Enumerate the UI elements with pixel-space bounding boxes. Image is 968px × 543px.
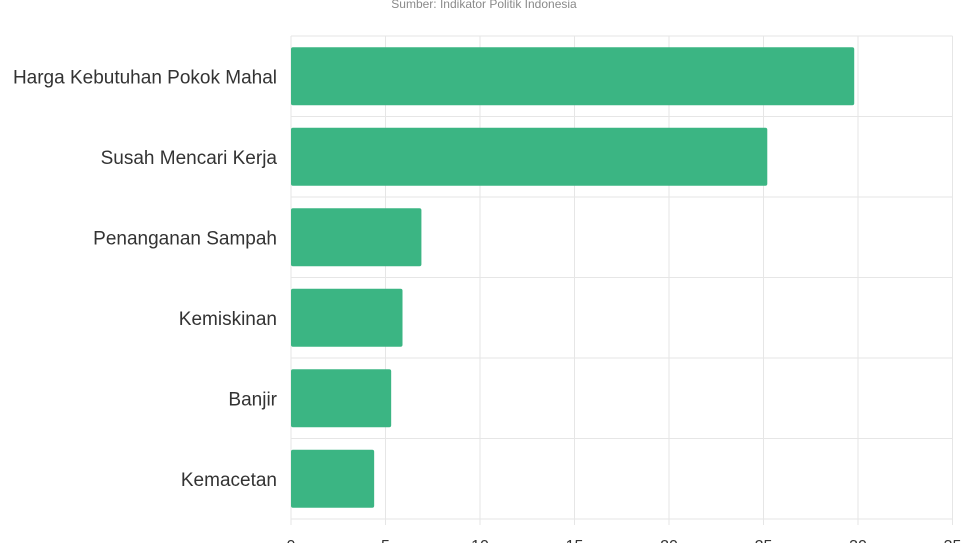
x-tick-label: 0 bbox=[287, 538, 296, 543]
category-label: Harga Kebutuhan Pokok Mahal bbox=[13, 67, 277, 88]
bars bbox=[291, 47, 855, 508]
category-label: Kemacetan bbox=[181, 470, 277, 491]
category-label: Susah Mencari Kerja bbox=[101, 148, 278, 169]
bar bbox=[291, 47, 855, 106]
x-tick-label: 10 bbox=[471, 538, 489, 543]
grid-lines bbox=[290, 35, 953, 525]
bar bbox=[291, 127, 768, 186]
x-tick-label: 15 bbox=[566, 538, 584, 543]
bar bbox=[291, 369, 392, 428]
x-tick-label: 35 bbox=[944, 538, 962, 543]
bar bbox=[291, 449, 375, 508]
bar bbox=[291, 288, 403, 347]
chart-source: Sumber: Indikator Politik Indonesia bbox=[391, 0, 577, 11]
x-tick-label: 30 bbox=[849, 538, 867, 543]
category-labels: Harga Kebutuhan Pokok Mahal Susah Mencari… bbox=[13, 67, 278, 491]
category-label: Banjir bbox=[228, 389, 277, 410]
category-label: Penanganan Sampah bbox=[93, 228, 277, 249]
x-tick-label: 25 bbox=[755, 538, 773, 543]
category-label: Kemiskinan bbox=[179, 309, 277, 330]
x-tick-labels: 0 5 10 15 20 25 30 35 bbox=[287, 538, 962, 543]
x-tick-label: 20 bbox=[660, 538, 678, 543]
bar bbox=[291, 208, 422, 267]
x-tick-label: 5 bbox=[381, 538, 390, 543]
